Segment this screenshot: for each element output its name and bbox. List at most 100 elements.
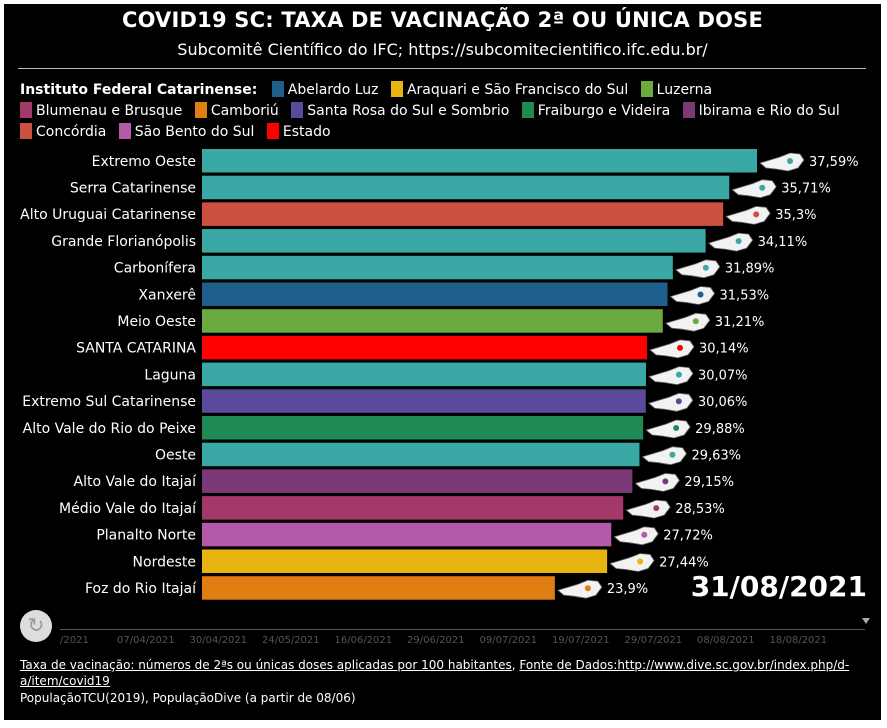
sc-map-icon [664, 312, 711, 332]
bar [202, 442, 640, 467]
legend-swatch [194, 102, 207, 118]
bar [202, 469, 633, 493]
bar [202, 149, 757, 173]
legend-item-ibirama: Ibirama e Rio do Sul [682, 101, 840, 122]
source-link[interactable]: Fonte de Dados:http://www.dive.sc.gov.br… [519, 658, 850, 672]
value-label: 29,63% [691, 448, 741, 463]
divider [18, 68, 866, 69]
legend-swatch [20, 123, 32, 139]
value-label: 28,53% [675, 502, 725, 517]
value-label: 27,72% [663, 529, 713, 544]
legend-swatch [266, 123, 279, 139]
sc-map-icon [647, 392, 694, 412]
category-label: Xanxerê [138, 287, 196, 303]
timeline-tick: 16/06/2021 [334, 635, 393, 646]
chart-frame: COVID19 SC: TAXA DE VACINAÇÃO 2ª OU ÚNIC… [4, 4, 881, 720]
date-stamp: 31/08/2021 [690, 570, 867, 603]
category-label: Planalto Norte [96, 528, 196, 544]
sc-map-icon [675, 259, 721, 279]
category-label: Alto Vale do Rio do Peixe [23, 421, 196, 437]
bar [202, 175, 730, 200]
category-label: Alto Vale do Itajaí [74, 474, 198, 490]
category-label: Grande Florianópolis [51, 234, 196, 250]
bar [202, 389, 646, 413]
value-label: 31,21% [715, 315, 765, 330]
legend-swatch [640, 81, 653, 97]
legend-item-abelardo-luz: Abelardo Luz [271, 80, 378, 101]
value-label: 37,59% [809, 155, 859, 170]
bar [202, 229, 706, 253]
timeline-tick: 30/04/2021 [189, 635, 248, 646]
legend-item-concordia: Concórdia [20, 122, 106, 143]
timeline-tick: /2021 [60, 635, 89, 646]
value-label: 30,14% [699, 342, 749, 357]
value-label: 29,15% [684, 475, 734, 490]
legend-row: Blumenau e Brusque Camboriú Santa Rosa d… [20, 101, 880, 122]
value-label: 35,71% [781, 181, 831, 196]
footer-line-1: Taxa de vacinação: números de 2ªs ou úni… [20, 658, 850, 672]
category-label: SANTA CATARINA [76, 341, 196, 357]
timeline-tick: 08/08/2021 [697, 635, 755, 646]
sc-map-icon [669, 286, 716, 305]
timeline-tick: 18/08/2021 [769, 635, 828, 646]
bar [202, 282, 668, 306]
timeline-tick: 07/04/2021 [117, 635, 175, 646]
bar [202, 522, 612, 547]
bar [202, 416, 644, 440]
timeline-tick: 29/07/2021 [624, 635, 683, 646]
legend-swatch [390, 81, 403, 97]
sc-map-icon [645, 419, 691, 439]
category-label: Carbonífera [114, 261, 196, 277]
legend-item-blumenau: Blumenau e Brusque [20, 101, 182, 122]
chart-title: COVID19 SC: TAXA DE VACINAÇÃO 2ª OU ÚNIC… [121, 8, 764, 32]
category-label: Foz do Rio Itajaí [85, 581, 197, 597]
footer-line-2[interactable]: a/item/covid19 [20, 674, 110, 688]
sc-map-icon [648, 366, 694, 386]
legend-item-sao-bento: São Bento do Sul [118, 122, 254, 143]
replay-button[interactable]: ↻ [20, 610, 52, 642]
category-label: Nordeste [133, 554, 196, 570]
category-label: Laguna [144, 367, 196, 383]
sc-map-icon [625, 499, 671, 519]
category-label: Meio Oeste [117, 314, 196, 330]
value-label: 30,07% [698, 368, 748, 383]
timeline-tick: 19/07/2021 [552, 635, 610, 646]
value-label: 23,9% [607, 582, 648, 597]
category-label: Extremo Oeste [92, 154, 196, 170]
bar [202, 576, 555, 600]
timeline-tick: 24/05/2021 [262, 635, 320, 646]
value-label: 31,89% [725, 262, 775, 277]
sc-map-icon [609, 553, 655, 572]
legend-item-camboriu: Camboriú [194, 101, 279, 122]
value-label: 31,53% [720, 288, 770, 303]
timeline-handle[interactable] [862, 618, 870, 624]
legend-swatch [682, 102, 695, 118]
legend-swatch [20, 102, 32, 118]
legend-swatch [118, 123, 131, 139]
bar [202, 335, 648, 360]
sc-map-icon [613, 526, 659, 546]
legend-item-estado: Estado [266, 122, 331, 143]
sc-map-icon [557, 579, 603, 599]
legend-swatch [291, 102, 304, 118]
bar [202, 255, 673, 280]
replay-icon: ↻ [27, 615, 45, 637]
legend: Instituto Federal Catarinense: Abelardo … [20, 80, 880, 143]
sc-map-icon [634, 472, 680, 492]
legend-item-araquari: Araquari e São Francisco do Sul [390, 80, 628, 101]
category-label: Alto Uruguai Catarinense [20, 207, 196, 223]
footer-line-3: PopulaçãoTCU(2019), PopulaçãoDive (a par… [20, 691, 356, 705]
timeline-slider[interactable] [60, 629, 865, 630]
value-label: 29,88% [695, 422, 745, 437]
category-label: Extremo Sul Catarinense [22, 394, 196, 410]
sc-map-icon [725, 205, 771, 225]
legend-row: Instituto Federal Catarinense: Abelardo … [20, 80, 880, 101]
legend-title: Instituto Federal Catarinense: [20, 82, 258, 98]
category-label: Oeste [155, 447, 196, 463]
sc-map-icon [731, 179, 777, 199]
bar [202, 549, 608, 573]
legend-row: Concórdia São Bento do Sul Estado [20, 122, 880, 143]
bar [202, 309, 663, 333]
legend-item-santa-rosa: Santa Rosa do Sul e Sombrio [291, 101, 509, 122]
value-label: 35,3% [775, 208, 816, 223]
